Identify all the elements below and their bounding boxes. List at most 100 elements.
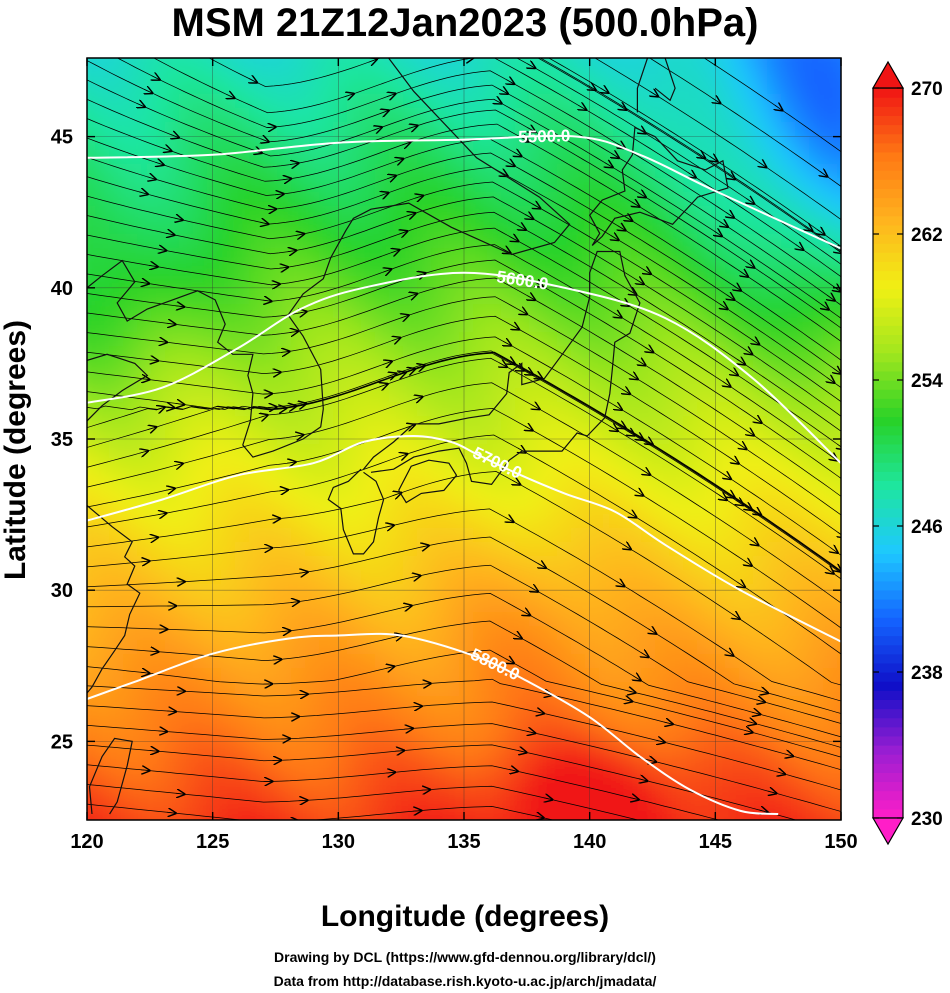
field-cell xyxy=(375,122,390,137)
field-cell xyxy=(487,584,502,599)
contour-line xyxy=(87,632,779,815)
field-cell xyxy=(543,472,558,487)
field-cell xyxy=(249,360,264,375)
field-cell xyxy=(445,150,460,165)
streamline xyxy=(87,701,841,791)
field-cell xyxy=(137,318,152,333)
field-cell xyxy=(403,528,418,543)
field-cell xyxy=(431,332,446,347)
field-cell xyxy=(501,668,516,683)
field-cell xyxy=(837,248,841,263)
streamline-arrow xyxy=(751,540,759,545)
field-cell xyxy=(683,696,698,711)
field-cell xyxy=(165,444,180,459)
field-cell xyxy=(753,262,768,277)
field-cell xyxy=(361,738,376,753)
field-cell xyxy=(683,472,698,487)
streamline-arrow xyxy=(833,286,841,291)
field-cell xyxy=(417,514,432,529)
field-cell xyxy=(599,794,614,809)
streamline-arrow xyxy=(271,372,281,373)
field-cell xyxy=(361,318,376,333)
field-cell xyxy=(333,682,348,697)
field-cell xyxy=(599,178,614,193)
field-cell xyxy=(445,570,460,585)
field-cell xyxy=(725,598,740,613)
field-cell xyxy=(823,472,838,487)
field-cell xyxy=(291,780,306,795)
streamline-arrow xyxy=(263,394,272,395)
field-cell xyxy=(529,752,544,767)
field-cell xyxy=(739,640,754,655)
field-cell xyxy=(305,668,320,683)
field-cell xyxy=(95,808,110,820)
field-cell xyxy=(739,458,754,473)
field-cell xyxy=(515,248,530,263)
field-cell xyxy=(823,738,838,753)
field-cell xyxy=(459,206,474,221)
streamline-arrow xyxy=(745,505,753,510)
field-cell xyxy=(739,318,754,333)
field-cell xyxy=(67,808,82,823)
field-cell xyxy=(459,290,474,305)
field-cell xyxy=(361,122,376,137)
field-cell xyxy=(347,542,362,557)
field-cell xyxy=(193,682,208,697)
streamline xyxy=(87,764,720,820)
field-cell xyxy=(445,598,460,613)
streamline-arrow xyxy=(713,98,721,103)
streamline-arrow xyxy=(746,430,754,435)
field-cell xyxy=(571,542,586,557)
streamline-arrow xyxy=(830,548,838,553)
streamline-arrow xyxy=(732,614,740,619)
streamline-arrow xyxy=(527,296,535,300)
field-cell xyxy=(277,528,292,543)
field-cell xyxy=(599,752,614,767)
field-cell xyxy=(165,472,180,487)
field-cell xyxy=(627,668,642,683)
field-cell xyxy=(781,122,796,137)
field-cell xyxy=(165,458,180,473)
field-cell xyxy=(725,766,740,781)
field-cell xyxy=(599,122,614,137)
field-cell xyxy=(487,500,502,515)
field-cell xyxy=(613,794,628,809)
field-cell xyxy=(417,472,432,487)
field-cell xyxy=(137,262,152,277)
field-cell xyxy=(809,500,824,515)
field-cell xyxy=(543,696,558,711)
streamline-arrow xyxy=(296,234,305,236)
streamline-arrow xyxy=(287,250,297,251)
field-cell xyxy=(641,416,656,431)
field-cell xyxy=(221,444,236,459)
field-cell xyxy=(109,724,124,739)
field-cell xyxy=(417,598,432,613)
field-cell xyxy=(669,584,684,599)
field-cell xyxy=(655,472,670,487)
field-cell xyxy=(795,668,810,683)
colorbar-segment xyxy=(873,197,903,208)
streamline-arrow xyxy=(267,127,276,128)
streamline-arrow xyxy=(412,576,421,578)
field-cell xyxy=(445,388,460,403)
field-cell xyxy=(529,556,544,571)
streamline-arrow xyxy=(280,351,290,352)
field-cell xyxy=(277,248,292,263)
field-cell xyxy=(361,486,376,501)
field-cell xyxy=(557,290,572,305)
field-cell xyxy=(445,794,460,809)
field-cell xyxy=(263,58,278,67)
field-cell xyxy=(319,374,334,389)
field-cell xyxy=(739,276,754,291)
field-cell xyxy=(809,276,824,291)
field-cell xyxy=(753,472,768,487)
field-cell xyxy=(837,766,841,781)
streamline-arrow xyxy=(137,103,145,107)
field-cell xyxy=(557,766,572,781)
field-cell xyxy=(375,388,390,403)
field-cell xyxy=(851,458,866,473)
field-cell xyxy=(571,612,586,627)
colorbar-segment xyxy=(873,215,903,226)
colorbar-segment xyxy=(873,808,903,819)
